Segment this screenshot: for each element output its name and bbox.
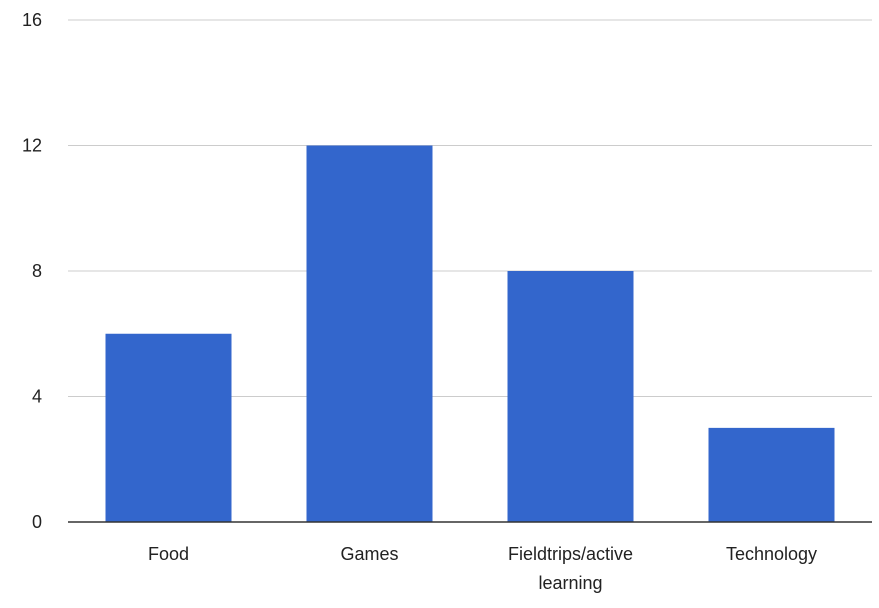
x-tick-label: Fieldtrips/active — [508, 544, 633, 564]
x-tick-labels: Food Games Fieldtrips/active learning Techno… — [148, 544, 817, 593]
bar-fieldtrips-active-learning — [507, 271, 634, 522]
bar-technology — [708, 427, 835, 522]
gridlines — [68, 19, 872, 397]
x-tick-label: Food — [148, 544, 189, 564]
y-tick-label: 8 — [32, 261, 42, 281]
y-tick-labels: 0 4 8 12 16 — [22, 10, 42, 532]
bar-food — [105, 333, 232, 522]
x-tick-label: Technology — [726, 544, 817, 564]
y-tick-label: 16 — [22, 10, 42, 30]
y-tick-label: 0 — [32, 512, 42, 532]
x-tick-label: Games — [340, 544, 398, 564]
bars — [105, 145, 835, 522]
y-tick-label: 4 — [32, 387, 42, 407]
bar-games — [306, 145, 433, 522]
x-tick-label: learning — [538, 573, 602, 593]
y-tick-label: 12 — [22, 136, 42, 156]
